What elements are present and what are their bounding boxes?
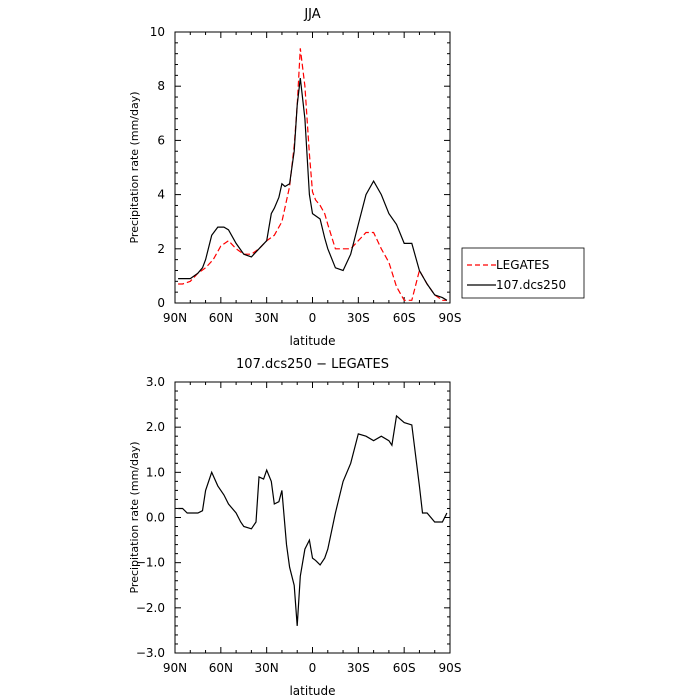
series-line-difference [178,414,448,626]
x-tick-label: 60S [393,661,416,675]
y-tick-label: 0 [157,296,165,310]
plot-frame [174,31,451,304]
y-tick-label: 10 [150,25,165,39]
x-tick-label: 60S [393,311,416,325]
y-axis-label: Precipitation rate (mm/day) [128,91,141,243]
chart-1: JJA 90N 60N 30N 0 30S 60S 90S 0 2 4 6 8 10 latitude Pre… [128,7,585,348]
x-tick-label: 30N [255,311,279,325]
y-tick-label: −1.0 [136,556,165,570]
x-tick-label: 60N [209,311,233,325]
legend-label: LEGATES [496,258,549,272]
y-tick-label: 0.0 [146,511,165,525]
x-tick-label: 0 [309,311,317,325]
x-tick-label: 0 [309,661,317,675]
chart-title: 107.dcs250 − LEGATES [236,357,389,372]
x-tick-label: 30S [347,661,370,675]
legend-box [461,247,585,299]
y-tick-label: 2.0 [146,420,165,434]
y-tick-label: 4 [157,188,165,202]
y-tick-label: −3.0 [136,646,165,660]
y-tick-label: 2 [157,242,165,256]
legend-label: 107.dcs250 [496,278,566,292]
x-tick-label: 30N [255,661,279,675]
x-axis-label: latitude [289,334,335,348]
x-tick-label: 90N [163,661,187,675]
plot-frame [174,381,451,654]
y-tick-label: 6 [157,133,165,147]
x-tick-label: 90S [439,311,462,325]
x-tick-label: 30S [347,311,370,325]
chart-2: 107.dcs250 − LEGATES 90N 60N 30N 0 30S 60S 90S −… [128,357,461,698]
x-axis-label: latitude [289,684,335,698]
series-line-legates [178,48,447,301]
x-tick-label: 60N [209,661,233,675]
legend: LEGATES 107.dcs250 [461,247,585,299]
series-line-107-dcs250 [178,78,448,301]
x-tick-label: 90S [439,661,462,675]
y-tick-label: 1.0 [146,465,165,479]
y-tick-label: −2.0 [136,601,165,615]
chart-title: JJA [303,7,320,22]
y-tick-label: 8 [157,79,165,93]
y-tick-label: 3.0 [146,375,165,389]
x-tick-label: 90N [163,311,187,325]
y-axis-label: Precipitation rate (mm/day) [128,441,141,593]
